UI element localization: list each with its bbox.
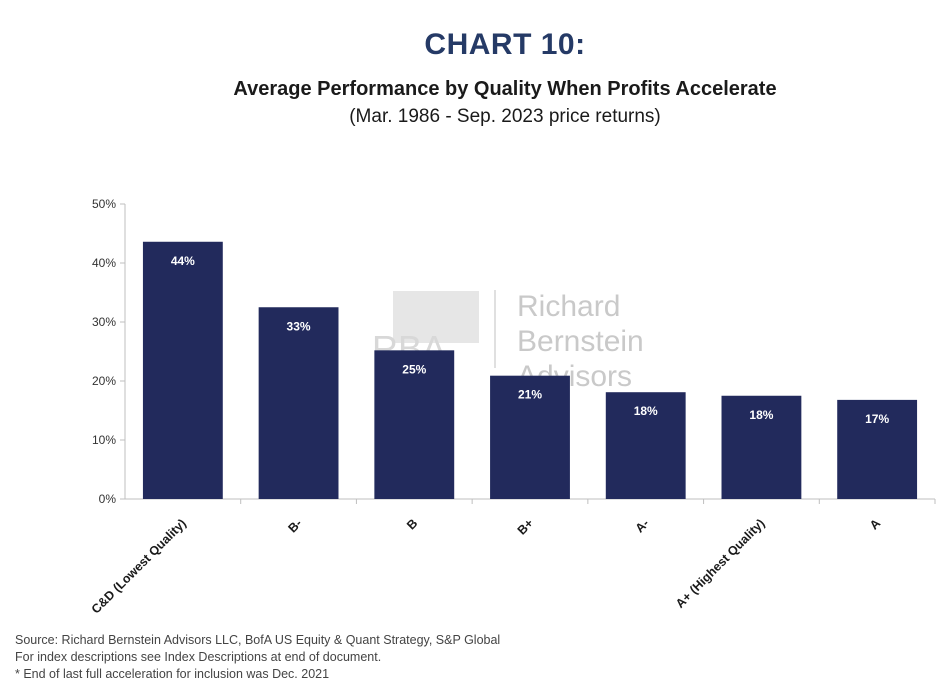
y-tick-label: 20% <box>92 374 116 388</box>
y-tick-label: 40% <box>92 256 116 270</box>
watermark-logo-block <box>393 291 479 343</box>
y-tick-label: 50% <box>92 197 116 211</box>
category-label: A <box>867 516 883 532</box>
category-label: B <box>404 516 420 532</box>
data-label: 18% <box>749 408 773 422</box>
y-tick-label: 0% <box>99 492 117 506</box>
source-note: Source: Richard Bernstein Advisors LLC, … <box>15 633 501 647</box>
category-label: B- <box>285 516 304 535</box>
category-label: B+ <box>515 516 536 537</box>
index-note: For index descriptions see Index Descrip… <box>15 650 382 664</box>
bar <box>374 350 455 499</box>
data-label: 17% <box>865 412 889 426</box>
acceleration-note: * End of last full acceleration for incl… <box>15 667 330 681</box>
bar <box>142 241 223 499</box>
chart-title: Average Performance by Quality When Prof… <box>233 78 777 100</box>
bar <box>837 399 918 499</box>
bar <box>258 307 339 499</box>
y-tick-label: 10% <box>92 433 116 447</box>
y-tick-label: 30% <box>92 315 116 329</box>
watermark-line-2: Bernstein <box>517 325 644 358</box>
data-label: 25% <box>402 362 426 376</box>
category-label: A+ (Highest Quality) <box>673 516 768 611</box>
bars: 44% 33% 25% 21% 18% 18% 17% <box>142 241 918 499</box>
category-label: C&D (Lowest Quality) <box>89 516 189 616</box>
footnotes: Source: Richard Bernstein Advisors LLC, … <box>15 632 500 683</box>
bar <box>605 392 686 499</box>
data-label: 44% <box>171 254 195 268</box>
watermark-line-1: Richard <box>517 290 620 323</box>
data-label: 33% <box>287 319 311 333</box>
data-label: 18% <box>634 404 658 418</box>
data-label: 21% <box>518 388 542 402</box>
chart-subtitle: (Mar. 1986 - Sep. 2023 price returns) <box>349 106 661 127</box>
bar-chart: RBA Richard Bernstein Advisors 0%10%20%3… <box>89 197 936 616</box>
bar <box>721 395 802 499</box>
category-label: A- <box>633 516 652 535</box>
chart-number: CHART 10: <box>424 28 586 61</box>
bar <box>490 375 570 499</box>
